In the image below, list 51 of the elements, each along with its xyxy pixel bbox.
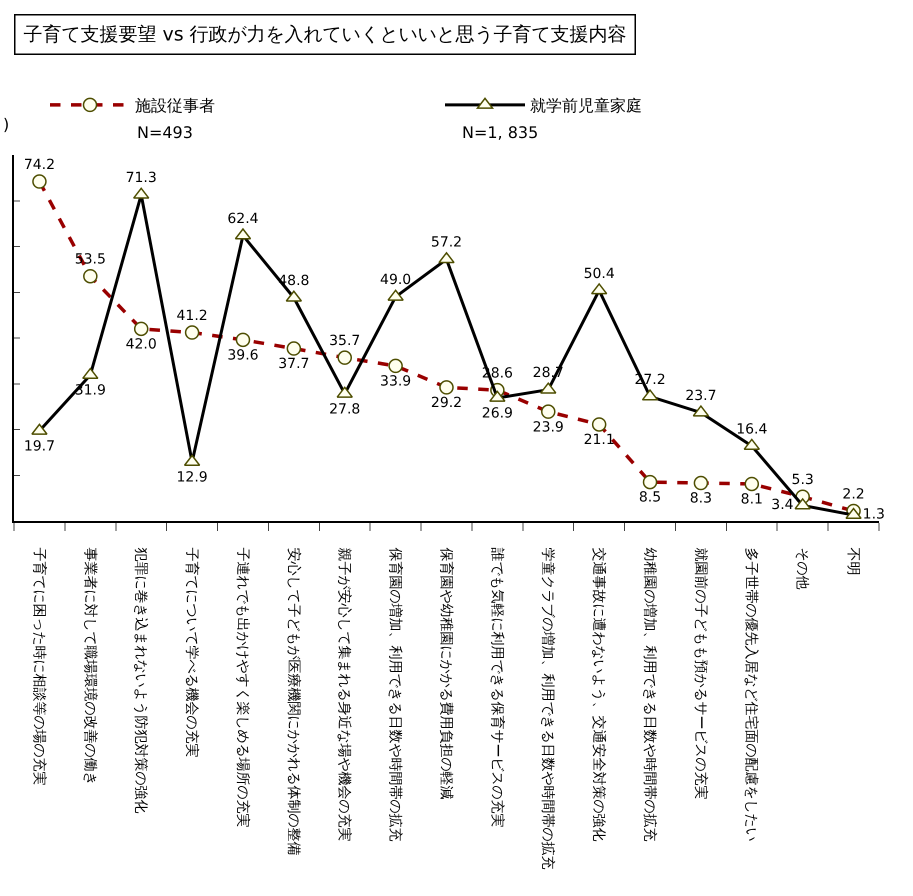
x-tick-label: 犯罪に巻き込まれないよう防犯対策の強化 (132, 548, 149, 814)
x-tick-label: 就園前の子どもも預かるサービスの充実 (692, 548, 708, 800)
x-tick-label: 子連れでも出かけやすく楽しめる場所の充実 (234, 548, 250, 828)
x-tick-label: 親子が安心して集まれる身近な場や機会の充実 (336, 548, 352, 842)
text: ) (3, 115, 10, 134)
data-label: 5.3 (792, 472, 814, 488)
legend-label: 施設従事者 (135, 96, 215, 116)
data-label: 27.8 (329, 401, 360, 418)
data-label: 29.2 (430, 395, 462, 412)
data-label: 57.2 (430, 234, 462, 251)
x-tick-label: 保育園や幼稚園にかかる費用負担の軽減 (438, 548, 455, 800)
chart-title: 子育て支援要望 vs 行政が力を入れていくといいと思う子育て支援内容 (24, 24, 627, 46)
x-tick-label: その他 (794, 548, 810, 590)
data-label: 71.3 (126, 170, 157, 186)
data-label: 39.6 (227, 347, 259, 364)
data-label: 2.2 (842, 486, 865, 502)
data-label: 8.1 (740, 492, 763, 508)
data-label: 42.0 (126, 336, 157, 352)
x-tick-label: 多子世帯の優先入居など住宅面の配慮をしたい (743, 548, 760, 842)
x-tick-label: 保育園の増加、利用できる日数や時間帯の拡充 (387, 548, 404, 842)
data-label: 8.5 (638, 490, 662, 506)
data-label: 37.7 (278, 356, 310, 372)
data-label: 62.4 (227, 210, 259, 227)
x-tick-label: 交通事故に遭わないよう、交通安全対策の強化 (590, 548, 607, 842)
data-label: 23.7 (685, 388, 716, 404)
x-tick-label: 子育てに困った時に相談等の場の充実 (30, 548, 48, 786)
data-label: 21.1 (584, 432, 615, 448)
x-tick-label: 幼稚園の増加、利用できる日数や時間帯の拡充 (641, 548, 658, 842)
data-label: 19.7 (24, 438, 56, 454)
data-label: 23.9 (532, 419, 564, 436)
data-label: 74.2 (24, 156, 56, 173)
data-label: 33.9 (380, 374, 412, 390)
data-label: 41.2 (176, 308, 208, 324)
data-label: 49.0 (380, 272, 412, 288)
legend-label: 就学前児童家庭 (530, 96, 642, 116)
data-label: 12.9 (176, 470, 208, 486)
data-label: 50.4 (584, 266, 615, 282)
data-label: 26.9 (482, 406, 513, 422)
data-label: 3.4 (771, 496, 794, 513)
text: N=1, 835 (462, 123, 538, 142)
x-tick-label: 学童クラブの増加、利用できる日数や時間帯の拡充 (540, 548, 557, 870)
data-label: 8.3 (690, 490, 712, 507)
data-label: 16.4 (736, 421, 768, 438)
text: N=493 (137, 123, 193, 142)
x-tick-label: 誰でも気軽に利用できる保育サービスの充実 (488, 548, 506, 828)
data-label: 1.3 (862, 506, 885, 523)
data-label: 35.7 (329, 333, 360, 350)
x-tick-label: 事業者に対して職場環境の改善の働き (82, 548, 99, 786)
x-tick-label: 子育てについて学べる機会の充実 (184, 548, 201, 758)
x-tick-label: 安心して子どもが医療機関にかかれる体制の整備 (285, 548, 302, 856)
x-tick-label: 不明 (845, 548, 862, 576)
